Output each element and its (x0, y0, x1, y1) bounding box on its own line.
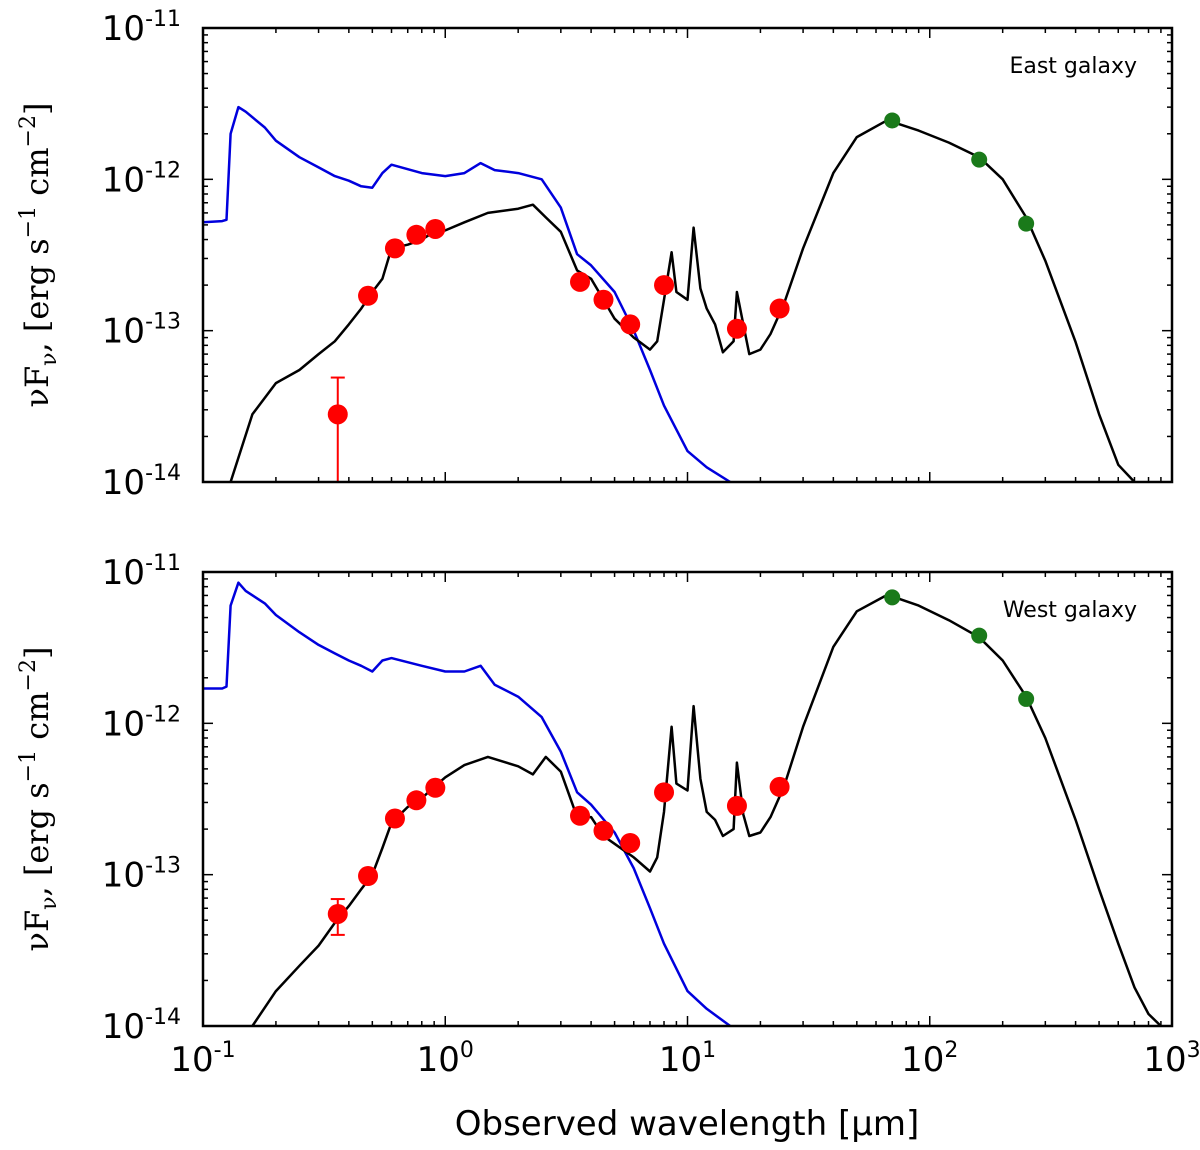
photometry-point (726, 318, 747, 339)
photometry-point (327, 404, 348, 425)
x-tick-label: 103 (1143, 1038, 1200, 1080)
photometry-point (654, 275, 675, 296)
photometry-point (654, 782, 675, 803)
far-ir-point (1018, 690, 1035, 707)
photometry-point (327, 903, 348, 924)
y-tick-label: 10-11 (102, 7, 181, 49)
y-tick-label: 10-13 (102, 310, 181, 352)
photometry-point (425, 218, 446, 239)
y-tick-label: 10-14 (102, 1005, 181, 1047)
plot-area-east (203, 105, 1136, 482)
model-line-total (251, 595, 1162, 1026)
panel-east-galaxy: 10-14 10-13 10-12 10-11 East galaxy νF_ν [erg… (16, 7, 1174, 503)
x-tick-label: 102 (901, 1038, 958, 1080)
far-ir-point (884, 589, 901, 606)
panel-annotation: East galaxy (1009, 54, 1137, 79)
photometry-point (593, 820, 614, 841)
model-line-total (229, 120, 1136, 482)
axes-frame (201, 26, 1174, 484)
far-ir-point (1018, 215, 1035, 232)
y-axis-label: νF_ν [erg s^-1 cm^-2]νFν, [erg s−1 cm−2] (16, 103, 62, 408)
photometry-point (769, 776, 790, 797)
far-ir-point (971, 627, 988, 644)
axes-frame (201, 570, 1174, 1028)
photometry-point (384, 238, 405, 259)
x-tick-label: 100 (417, 1038, 474, 1080)
photometry-point (406, 224, 427, 245)
photometry-point (620, 832, 641, 853)
photometry-point (406, 790, 427, 811)
far-ir-point (884, 112, 901, 129)
y-tick-label: 10-11 (102, 551, 181, 593)
model-line-unattenuated (203, 105, 731, 482)
x-axis-label: Observed wavelength [μm] (455, 1104, 920, 1144)
panel-annotation: West galaxy (1003, 598, 1137, 623)
y-tick-label: 10-13 (102, 854, 181, 896)
x-tick-label: 10-1 (170, 1038, 235, 1080)
panel-west-galaxy: 10-14 10-13 10-12 10-11 10-1 100 101 102 103 West… (16, 551, 1200, 1080)
photometry-point (570, 271, 591, 292)
plot-area-west (203, 581, 1162, 1026)
y-tick-label: 10-12 (102, 158, 181, 200)
photometry-point (358, 865, 379, 886)
model-line-unattenuated (203, 581, 731, 1026)
photometry-point (726, 795, 747, 816)
photometry-point (769, 298, 790, 319)
figure-labels: Observed wavelength [μm] (455, 1104, 920, 1144)
y-tick-label: 10-12 (102, 702, 181, 744)
x-tick-label: 101 (659, 1038, 716, 1080)
photometry-point (620, 314, 641, 335)
photometry-point (570, 805, 591, 826)
photometry-point (593, 289, 614, 310)
y-axis-label: νF_ν [erg s^-1 cm^-2]νFν, [erg s−1 cm−2] (16, 647, 62, 952)
axis-ticks-east (202, 27, 1173, 483)
photometry-point (384, 808, 405, 829)
far-ir-point (971, 151, 988, 168)
axis-ticks-west (202, 571, 1173, 1027)
photometry-point (425, 777, 446, 798)
y-tick-label: 10-14 (102, 461, 181, 503)
photometry-point (358, 285, 379, 306)
